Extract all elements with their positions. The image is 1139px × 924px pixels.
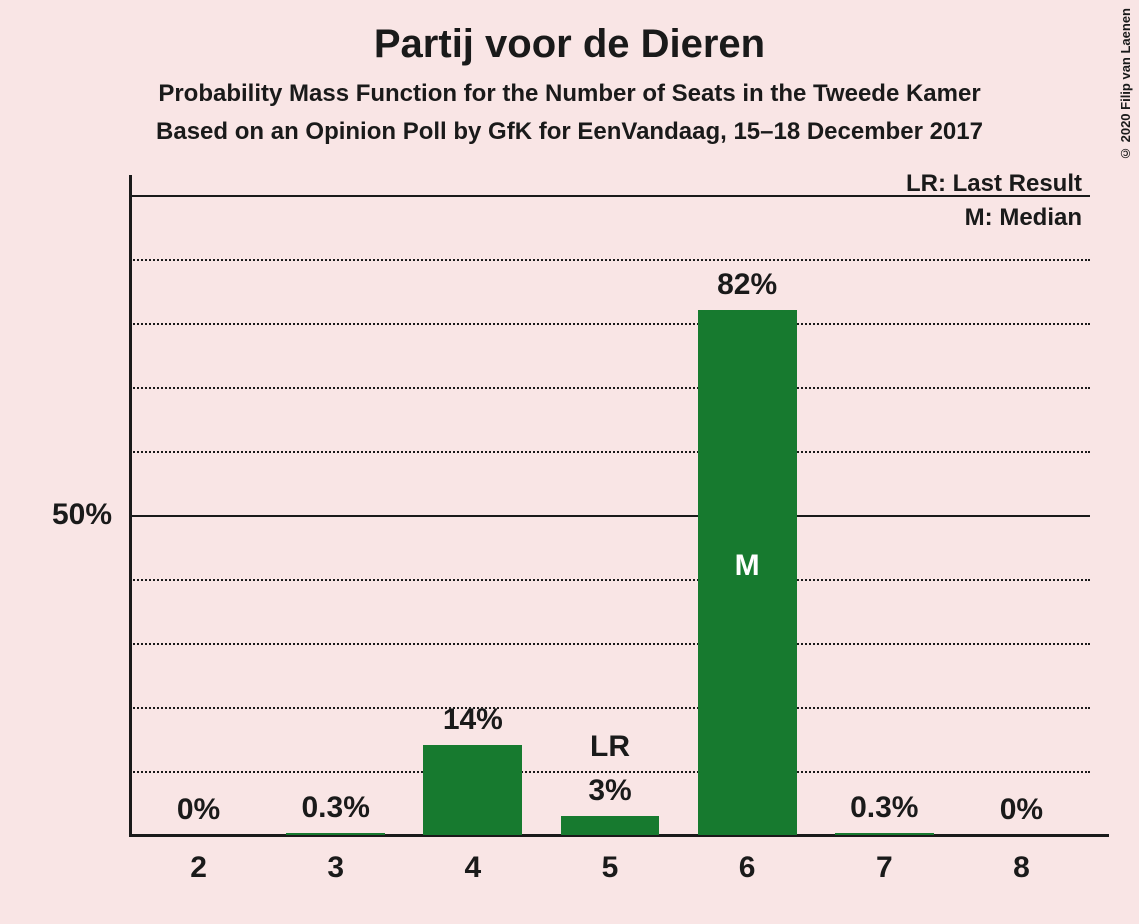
bar-value-label: 0% — [951, 793, 1091, 827]
chart-title: Partij voor de Dieren — [0, 22, 1139, 67]
x-tick-label: 4 — [433, 851, 513, 885]
copyright-notice: © 2020 Filip van Laenen — [1118, 8, 1133, 161]
gridline — [130, 451, 1090, 453]
gridline — [130, 707, 1090, 709]
bar-value-label: 0.3% — [814, 791, 954, 825]
gridline — [130, 771, 1090, 773]
x-tick-label: 2 — [159, 851, 239, 885]
x-tick-label: 6 — [707, 851, 787, 885]
pmf-bar-chart: 50%0%20.3%314%43%582%60.3%70%8LRMLR: Las… — [130, 195, 1090, 835]
bar-value-label: 3% — [540, 774, 680, 808]
y-tick-label: 50% — [12, 498, 112, 532]
gridline — [130, 323, 1090, 325]
bar — [423, 745, 522, 835]
marker-m: M — [687, 549, 807, 583]
gridline — [130, 579, 1090, 581]
bar-value-label: 0.3% — [266, 791, 406, 825]
x-tick-label: 7 — [844, 851, 924, 885]
gridline — [130, 515, 1090, 517]
y-axis — [129, 175, 132, 835]
x-tick-label: 8 — [981, 851, 1061, 885]
x-tick-label: 5 — [570, 851, 650, 885]
gridline — [130, 387, 1090, 389]
chart-subtitle-2: Based on an Opinion Poll by GfK for EenV… — [0, 118, 1139, 146]
bar-value-label: 0% — [129, 793, 269, 827]
bar — [286, 833, 385, 835]
legend-item: LR: Last Result — [906, 170, 1082, 198]
gridline — [130, 259, 1090, 261]
bar — [561, 816, 660, 835]
chart-subtitle-1: Probability Mass Function for the Number… — [0, 80, 1139, 108]
legend-item: M: Median — [965, 204, 1082, 232]
marker-lr: LR — [550, 730, 670, 764]
bar-value-label: 14% — [403, 703, 543, 737]
bar-value-label: 82% — [677, 268, 817, 302]
gridline — [130, 643, 1090, 645]
bar — [835, 833, 934, 835]
x-tick-label: 3 — [296, 851, 376, 885]
